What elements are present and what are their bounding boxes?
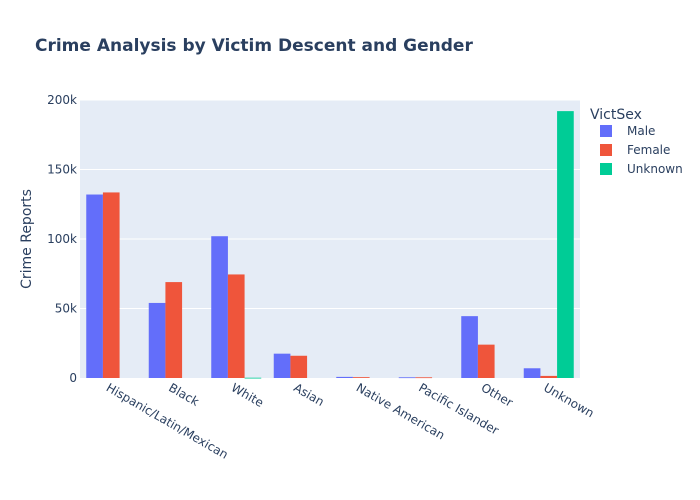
legend-label-male[interactable]: Male (627, 124, 655, 138)
legend-label-unknown[interactable]: Unknown (627, 162, 683, 176)
bar-female (102, 192, 120, 378)
x-tick-label: Black (166, 380, 201, 408)
bar-male (148, 302, 166, 378)
bar-female (290, 355, 308, 378)
bar-male (523, 368, 541, 378)
legend-swatch-male[interactable] (600, 125, 612, 137)
legend-swatch-female[interactable] (600, 144, 612, 156)
bar-male (461, 316, 478, 378)
legend: VictSex Male Female Unknown (590, 107, 683, 176)
legend-label-female[interactable]: Female (627, 143, 670, 157)
y-tick-label: 200k (47, 93, 77, 107)
y-tick-label: 50k (55, 302, 77, 316)
y-axis-title: Crime Reports (19, 189, 35, 289)
y-tick-label: 100k (47, 232, 77, 246)
chart-title: Crime Analysis by Victim Descent and Gen… (35, 36, 473, 56)
y-tick-label: 150k (47, 163, 77, 177)
bar-female (352, 377, 370, 378)
bar-unknown (244, 377, 262, 379)
bar-female (540, 375, 558, 378)
bars (86, 111, 574, 379)
bar-male (273, 353, 291, 378)
bar-female (415, 377, 433, 379)
legend-swatch-unknown[interactable] (600, 163, 612, 175)
bar-male (86, 194, 103, 378)
x-tick-label: Other (479, 380, 516, 409)
bar-female (227, 274, 245, 378)
bar-male (336, 376, 353, 378)
x-tick-label: Unknown (541, 380, 596, 420)
x-tick-label: Asian (291, 380, 326, 409)
legend-title: VictSex (590, 107, 642, 123)
bar-male (398, 377, 416, 379)
x-tick-label: White (229, 380, 266, 410)
bar-unknown (557, 111, 574, 379)
bar-male (211, 236, 228, 378)
y-axis-ticks: 0 50k 100k 150k 200k (47, 93, 77, 385)
bar-female (477, 344, 495, 378)
bar-female (165, 282, 183, 378)
y-tick-label: 0 (69, 371, 77, 385)
